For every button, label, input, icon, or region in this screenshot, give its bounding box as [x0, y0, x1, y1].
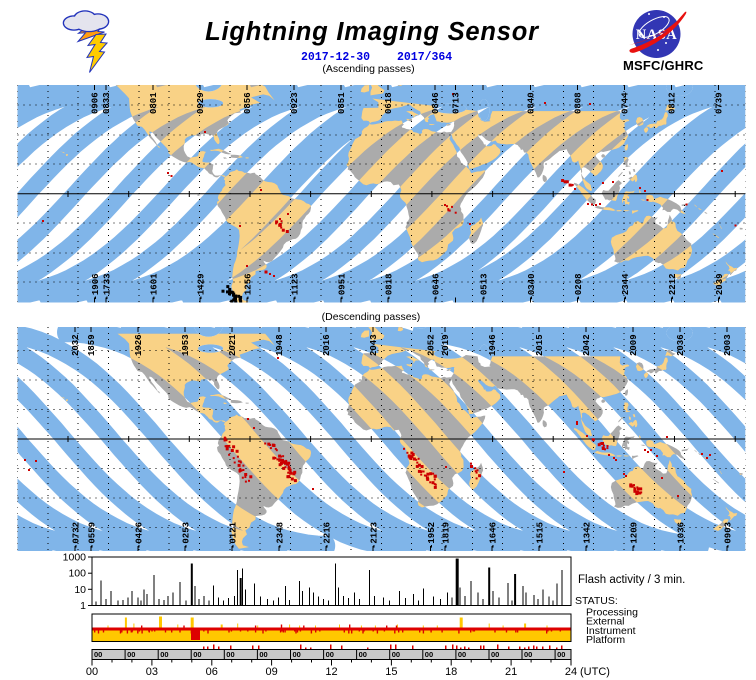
svg-text:Platform: Platform: [586, 634, 625, 646]
svg-text:0846: 0846: [431, 92, 441, 114]
svg-text:09: 09: [265, 666, 277, 678]
svg-text:1948: 1948: [275, 334, 285, 356]
svg-text:00: 00: [160, 650, 168, 659]
svg-text:00: 00: [491, 650, 499, 659]
svg-text:1000: 1000: [63, 552, 87, 564]
svg-text:2032: 2032: [71, 334, 81, 356]
svg-text:-0646: -0646: [432, 273, 442, 300]
svg-text:00: 00: [524, 650, 532, 659]
svg-text:-2344: -2344: [621, 273, 631, 301]
svg-text:-1952: -1952: [427, 522, 437, 549]
svg-text:-0253: -0253: [182, 522, 192, 549]
svg-text:0929: 0929: [196, 92, 206, 114]
svg-text:0833: 0833: [102, 92, 112, 114]
svg-text:Processing: Processing: [586, 607, 638, 619]
svg-text:0851: 0851: [337, 92, 347, 114]
svg-text:2042: 2042: [582, 334, 592, 356]
svg-text:0713: 0713: [452, 92, 462, 114]
svg-text:100: 100: [68, 568, 86, 580]
svg-text:-0426: -0426: [135, 522, 145, 549]
svg-text:00: 00: [226, 650, 234, 659]
svg-text:18: 18: [445, 666, 457, 678]
svg-text:STATUS:: STATUS:: [575, 595, 618, 607]
svg-text:-1342: -1342: [583, 522, 593, 549]
svg-text:00: 00: [326, 650, 334, 659]
svg-text:-2216: -2216: [323, 522, 333, 549]
svg-text:21: 21: [505, 666, 517, 678]
svg-text:1859: 1859: [87, 334, 97, 356]
svg-text:-1819: -1819: [442, 522, 452, 549]
svg-text:NASA: NASA: [636, 27, 678, 43]
svg-text:2019: 2019: [441, 334, 451, 356]
svg-text:2016: 2016: [322, 334, 332, 356]
svg-text:00: 00: [392, 650, 400, 659]
svg-text:00: 00: [293, 650, 301, 659]
svg-text:-0208: -0208: [574, 273, 584, 300]
svg-text:12: 12: [325, 666, 337, 678]
svg-text:-1515: -1515: [536, 522, 546, 549]
svg-text:-0513: -0513: [480, 273, 490, 300]
svg-text:-1906: -1906: [91, 273, 101, 300]
svg-text:00: 00: [193, 650, 201, 659]
svg-text:2003: 2003: [723, 334, 733, 356]
svg-text:1926: 1926: [134, 334, 144, 356]
svg-text:-1733: -1733: [103, 273, 113, 300]
svg-text:-2212: -2212: [668, 273, 678, 300]
svg-text:-1646: -1646: [489, 522, 499, 549]
svg-text:-0121: -0121: [229, 521, 239, 549]
svg-text:Flash activity / 3 min.: Flash activity / 3 min.: [578, 574, 685, 586]
svg-text:2021: 2021: [228, 334, 238, 356]
svg-text:2052: 2052: [427, 334, 437, 356]
svg-text:-1601: -1601: [150, 273, 160, 301]
svg-text:00: 00: [86, 666, 98, 678]
svg-text:0801: 0801: [149, 92, 159, 114]
svg-text:-1123: -1123: [291, 273, 301, 300]
svg-text:1: 1: [80, 600, 86, 612]
svg-text:03: 03: [146, 666, 158, 678]
svg-text:-0340: -0340: [527, 273, 537, 300]
svg-text:0808: 0808: [574, 92, 584, 114]
svg-text:-1256: -1256: [244, 273, 254, 300]
svg-text:2043: 2043: [369, 334, 379, 356]
svg-text:00: 00: [359, 650, 367, 659]
svg-text:15: 15: [385, 666, 397, 678]
svg-text:-2039: -2039: [715, 273, 725, 300]
svg-text:24: 24: [565, 666, 577, 678]
svg-text:-0903: -0903: [724, 522, 734, 549]
svg-text:-2123: -2123: [370, 522, 380, 549]
svg-text:00: 00: [259, 650, 267, 659]
svg-text:External: External: [586, 616, 625, 628]
svg-text:00: 00: [557, 650, 565, 659]
svg-text:00: 00: [425, 650, 433, 659]
svg-text:(UTC): (UTC): [580, 666, 610, 678]
svg-text:10: 10: [74, 584, 86, 596]
svg-text:2036: 2036: [676, 334, 686, 356]
svg-text:1946: 1946: [488, 334, 498, 356]
svg-text:0906: 0906: [91, 92, 101, 114]
svg-text:-0818: -0818: [385, 273, 395, 300]
svg-text:-1209: -1209: [630, 522, 640, 549]
svg-text:1953: 1953: [181, 334, 191, 356]
svg-text:-1429: -1429: [197, 273, 207, 300]
svg-text:0739: 0739: [715, 92, 725, 114]
svg-text:00: 00: [458, 650, 466, 659]
svg-text:00: 00: [94, 650, 102, 659]
svg-text:2009: 2009: [629, 334, 639, 356]
svg-text:2015: 2015: [535, 334, 545, 356]
svg-text:0923: 0923: [290, 92, 300, 114]
svg-text:-0732: -0732: [72, 522, 82, 549]
svg-text:-2348: -2348: [276, 522, 286, 549]
svg-text:00: 00: [127, 650, 135, 659]
svg-text:06: 06: [206, 666, 218, 678]
svg-text:-0951: -0951: [338, 273, 348, 301]
svg-text:0744: 0744: [621, 92, 631, 114]
svg-text:0618: 0618: [384, 92, 394, 114]
svg-text:-1036: -1036: [677, 522, 687, 549]
svg-text:-0559: -0559: [88, 522, 98, 549]
svg-text:0856: 0856: [243, 92, 253, 114]
svg-text:0840: 0840: [527, 92, 537, 114]
svg-text:0812: 0812: [668, 92, 678, 114]
svg-text:Instrument: Instrument: [586, 625, 636, 637]
